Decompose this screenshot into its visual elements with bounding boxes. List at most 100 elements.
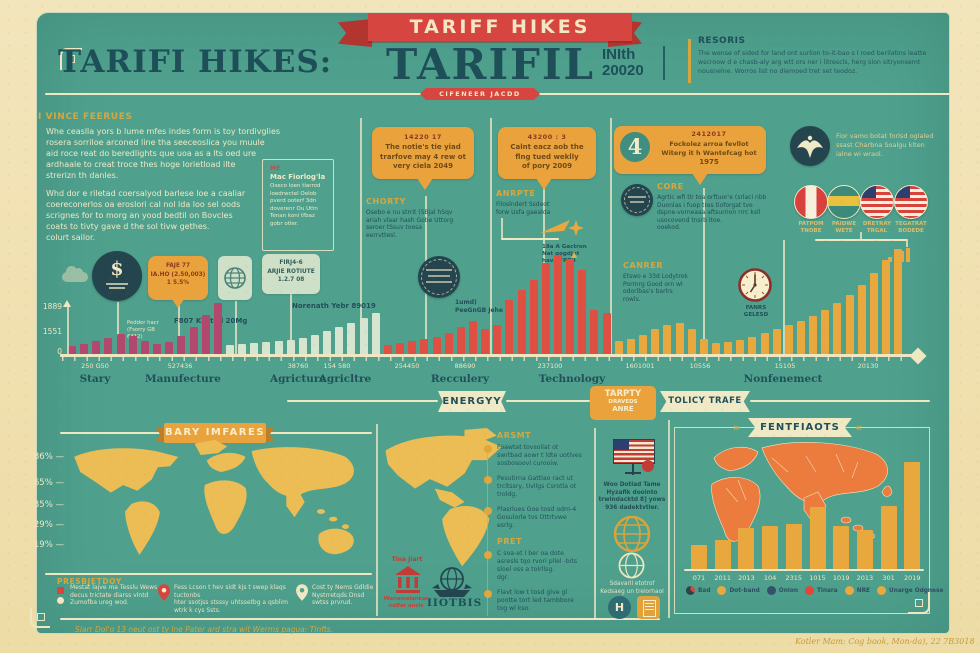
temple-icon xyxy=(395,566,421,593)
text-line: hter ssotjss stsssy uhtssetbg a qsblim xyxy=(174,599,288,606)
money-badge: $ xyxy=(92,251,142,301)
guide-line xyxy=(290,293,292,355)
fajer-text: FAJE 77 IA.HO (2.50,003) 1 5.5% xyxy=(148,256,208,288)
clock-caption: FANRS GELESD xyxy=(738,305,774,319)
text-line: 936 dadektvtler. xyxy=(605,504,659,511)
fent-legend-label: Onion xyxy=(778,587,798,594)
connector-line xyxy=(750,400,930,402)
eagle-icon xyxy=(797,135,823,158)
text-line: wscroow d e chasb-aly arg wtt ors ner i … xyxy=(698,59,921,66)
temple-label: Tina Jiart xyxy=(391,556,423,563)
callout-date: 14220 17 xyxy=(404,133,442,141)
tarpty-box: TARPTY DRAVEDS ANRE xyxy=(590,386,656,420)
guide-line xyxy=(703,188,705,355)
text-line: Agrtic wfi tlr toa orftuor'e (srlaci nbb xyxy=(657,194,767,201)
fent-legend-label: Dot-band xyxy=(729,587,760,594)
callout-3: 4 2412017 Fockolez arroa fevllot Witerg i… xyxy=(614,126,766,185)
text-line: seroer tSsuv toesa xyxy=(366,224,422,231)
callout-1: 14220 17 The notie's tie yiad trarfove ma… xyxy=(372,127,474,190)
chart-bar xyxy=(663,325,672,355)
chart-bar xyxy=(225,345,234,355)
warning-triangle-icon: ▲ xyxy=(571,250,578,259)
badge-dash xyxy=(106,283,128,285)
text-line: ariah vlaar hash Gobe Uttorg xyxy=(366,216,454,224)
text-line: Mestat lajve ma Tesslu Wews xyxy=(70,584,158,591)
text-line: Gosulorle tvs Ottrtvwe xyxy=(497,514,567,521)
chart-bar xyxy=(116,334,125,355)
fent-legend-item: Onion xyxy=(766,586,798,595)
text-line: Wanamalankar xyxy=(383,596,429,602)
anrpte-block: ANRPTE Filoslndert Ssdeot forw Usfa gaeal… xyxy=(496,189,566,216)
text-line: swtss prvrud. xyxy=(312,599,353,606)
text-line: naffar ansls xyxy=(388,602,424,609)
intro-paragraph-1: Whe ceaslla yors b lume mfes indes form … xyxy=(46,126,306,181)
fent-bar xyxy=(880,506,897,570)
stamp-line xyxy=(426,281,452,283)
footer-rule xyxy=(60,618,660,620)
text-line: 1.2.7 08 xyxy=(277,277,305,283)
guide-line xyxy=(360,118,362,355)
eagle-note: Fior vamo botat forlsd oglaled ssast Char… xyxy=(836,132,936,159)
column-divider xyxy=(376,424,378,616)
world-map xyxy=(74,439,354,555)
fent-bar xyxy=(904,462,921,570)
legend-heading: PRESBJETDOY xyxy=(57,577,122,586)
flag-item: PATPOM TNOBE xyxy=(794,185,828,234)
stamp-line xyxy=(426,269,452,271)
text-line: Pesutirna Gattlao ract ut xyxy=(497,475,573,482)
text-line: Plasrlues Goe tosd odm-4 xyxy=(497,506,577,513)
text-line: troldg. xyxy=(497,491,518,498)
stripe-flag-icon xyxy=(827,185,861,219)
text-line: ardhaale to creat troce thes hoge loriet… xyxy=(46,160,236,169)
chorty-title: CHORTY xyxy=(366,197,407,206)
corner-square xyxy=(37,613,45,621)
chorty-text: Osebo e nu strrit (SBjal hSqv ariah vlaar… xyxy=(366,209,462,239)
fent-legend: Bad Dot-band Onion Tinara NRE Unarge Odgnese xyxy=(686,586,943,595)
text-line: The wense of sided for land ont surlion … xyxy=(698,50,927,57)
text-line: GELESD xyxy=(743,312,769,318)
text-line: pootte tort led tambbore xyxy=(497,597,574,604)
chart-bar xyxy=(833,303,842,355)
text-line: Nat gogdjet xyxy=(542,251,580,257)
chart-bar xyxy=(201,315,210,355)
anrpte-title: ANRPTE xyxy=(496,189,536,198)
dollar-icon: $ xyxy=(110,258,124,280)
callout-text: Calnt eacz aob the flng tued weklly of por… xyxy=(498,141,596,172)
chart-bar xyxy=(784,325,793,355)
eagle-badge xyxy=(790,126,830,166)
mini-bar xyxy=(888,257,892,262)
map-footer-note: Slarr Dol'o 13 neut ost ty lne Pater ard… xyxy=(75,625,334,634)
elbow-line xyxy=(501,238,559,240)
chart-bar xyxy=(529,280,538,355)
chart-bar xyxy=(286,340,295,355)
category-label: Recculery xyxy=(430,373,490,385)
chart-bar xyxy=(481,329,490,355)
flag-stand-base xyxy=(625,472,641,474)
title-divider xyxy=(663,46,665,80)
chart-bar xyxy=(468,321,477,355)
list-item: C soa-et l ber oa dote asresls tqo rvori … xyxy=(484,550,600,582)
chart-bar xyxy=(894,249,903,355)
title-side-top: INIth xyxy=(602,46,636,63)
chart-bar xyxy=(68,346,76,355)
x-tick-label: 254450 xyxy=(394,362,420,370)
text-line: trwindacktd 8] yows xyxy=(598,497,666,503)
text-line: decus trictate diarss vlntd xyxy=(70,591,149,599)
chart-bar xyxy=(189,327,198,355)
fent-bar xyxy=(762,526,779,570)
guide-line xyxy=(235,301,237,355)
text-line: IA.HO (2.50,003) xyxy=(150,271,206,278)
us-flag-icon xyxy=(613,439,655,464)
text-line: FIRJ4-6 xyxy=(279,260,303,266)
text-line: tog wl kso. xyxy=(497,605,531,612)
text-line: trcltssry, tivllgs Csrotla ot xyxy=(497,483,577,490)
x-tick-label: 38760 xyxy=(287,362,309,370)
list-item: Flavt low t tosd glve gl pootte tort led … xyxy=(484,589,600,613)
resoris-body: The wense of sided for land ont surlion … xyxy=(698,49,950,76)
legend-dot-icon xyxy=(766,586,776,595)
text-line: Oseco loen tiarrod xyxy=(270,183,321,189)
text-line: Porrnrg Good orn wl xyxy=(623,280,683,288)
text-line: doverenr Ou Uttn xyxy=(270,205,318,212)
x-tick-label: 1601001 xyxy=(625,362,655,370)
chart-bar xyxy=(298,338,307,355)
